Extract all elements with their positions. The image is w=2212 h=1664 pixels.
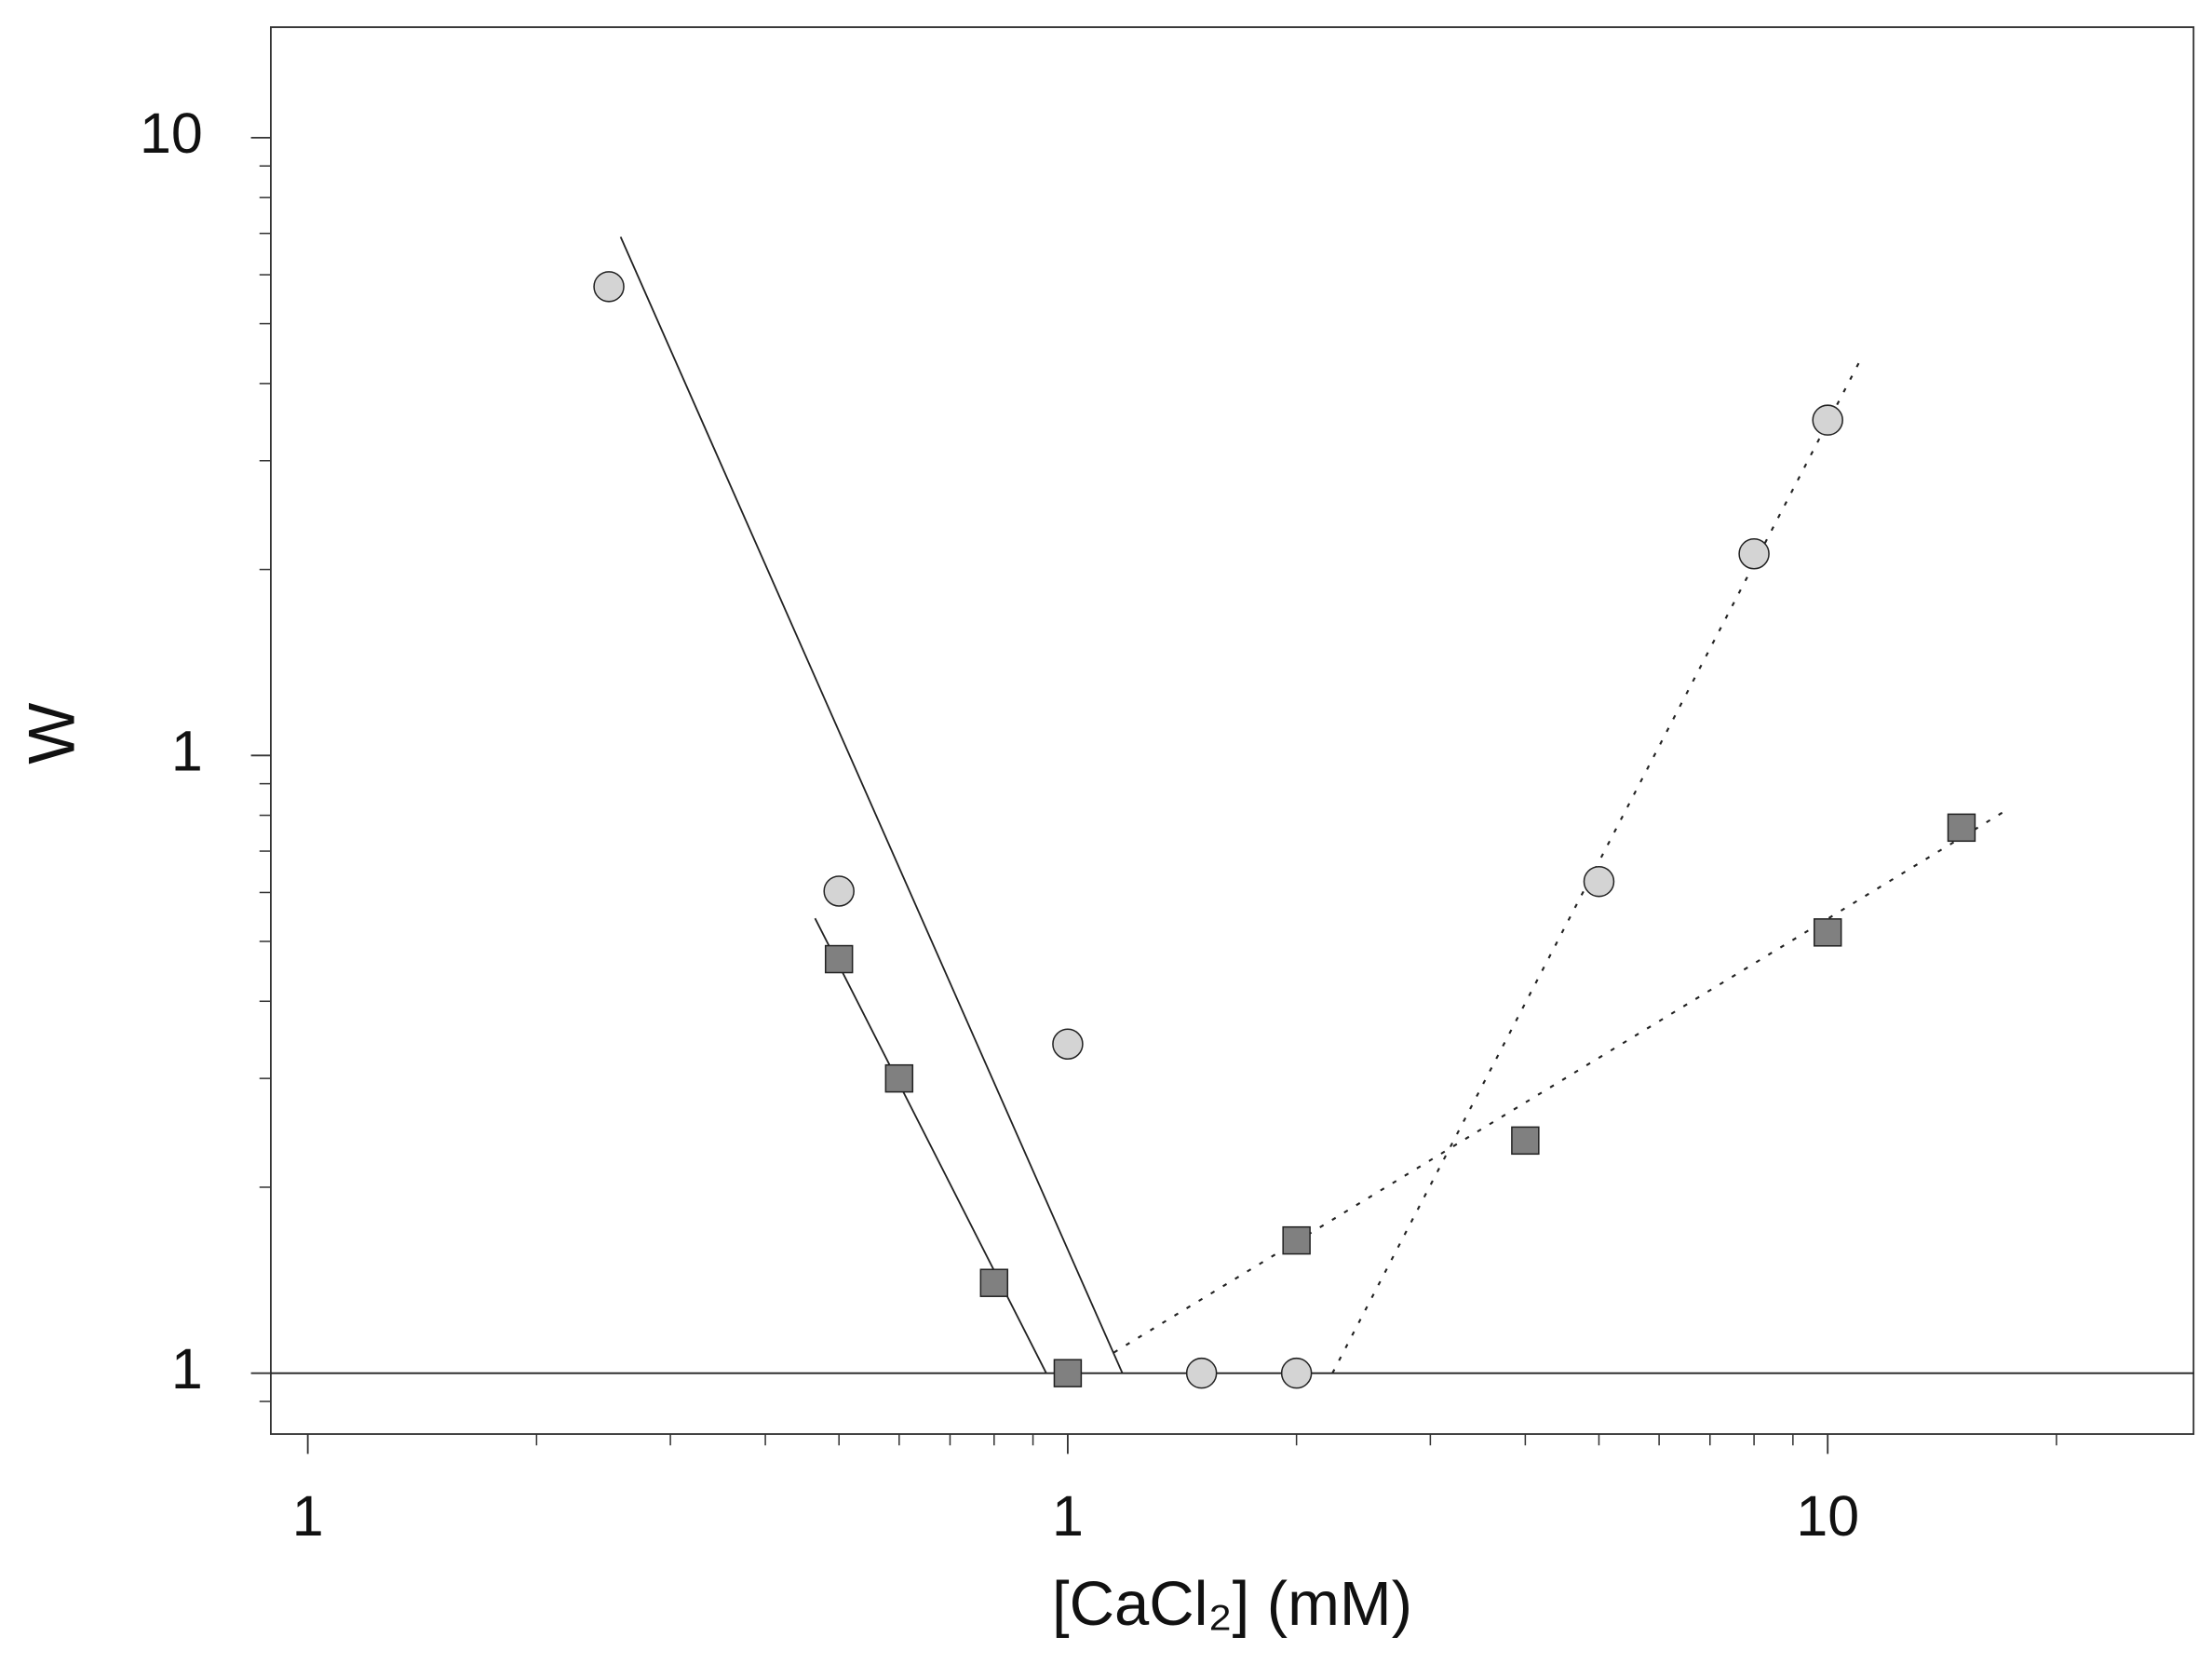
square-marker xyxy=(1813,918,1842,947)
x-tick-label: 10 xyxy=(1796,1484,1859,1548)
circle-marker xyxy=(1280,1357,1313,1389)
fit-line xyxy=(619,237,1124,1374)
x-tick-label: 1 xyxy=(1052,1484,1084,1548)
y-tick-label: 1 xyxy=(171,719,203,782)
y-tick-label: 1 xyxy=(171,1337,203,1400)
circle-marker xyxy=(593,271,625,303)
circle-marker xyxy=(1812,404,1843,436)
y-axis-label: W xyxy=(15,703,88,764)
square-marker xyxy=(884,1063,914,1093)
square-marker xyxy=(979,1268,1009,1297)
plot-frame xyxy=(269,26,2195,1435)
square-marker xyxy=(1947,813,1976,843)
x-tick-label: 1 xyxy=(292,1484,324,1548)
circle-marker xyxy=(1583,865,1615,898)
x-axis-label: [CaCl₂] (mM) xyxy=(1052,1569,1412,1639)
circle-marker xyxy=(1052,1028,1084,1061)
square-marker xyxy=(1053,1359,1083,1387)
fit-line xyxy=(1113,806,2012,1354)
square-marker xyxy=(1511,1126,1540,1156)
square-marker xyxy=(824,944,854,974)
circle-marker xyxy=(1185,1357,1218,1389)
circle-marker xyxy=(823,875,855,907)
y-tick-label: 10 xyxy=(140,101,203,165)
circle-marker xyxy=(1738,538,1770,570)
fit-line xyxy=(814,917,1047,1374)
square-marker xyxy=(1282,1225,1311,1255)
